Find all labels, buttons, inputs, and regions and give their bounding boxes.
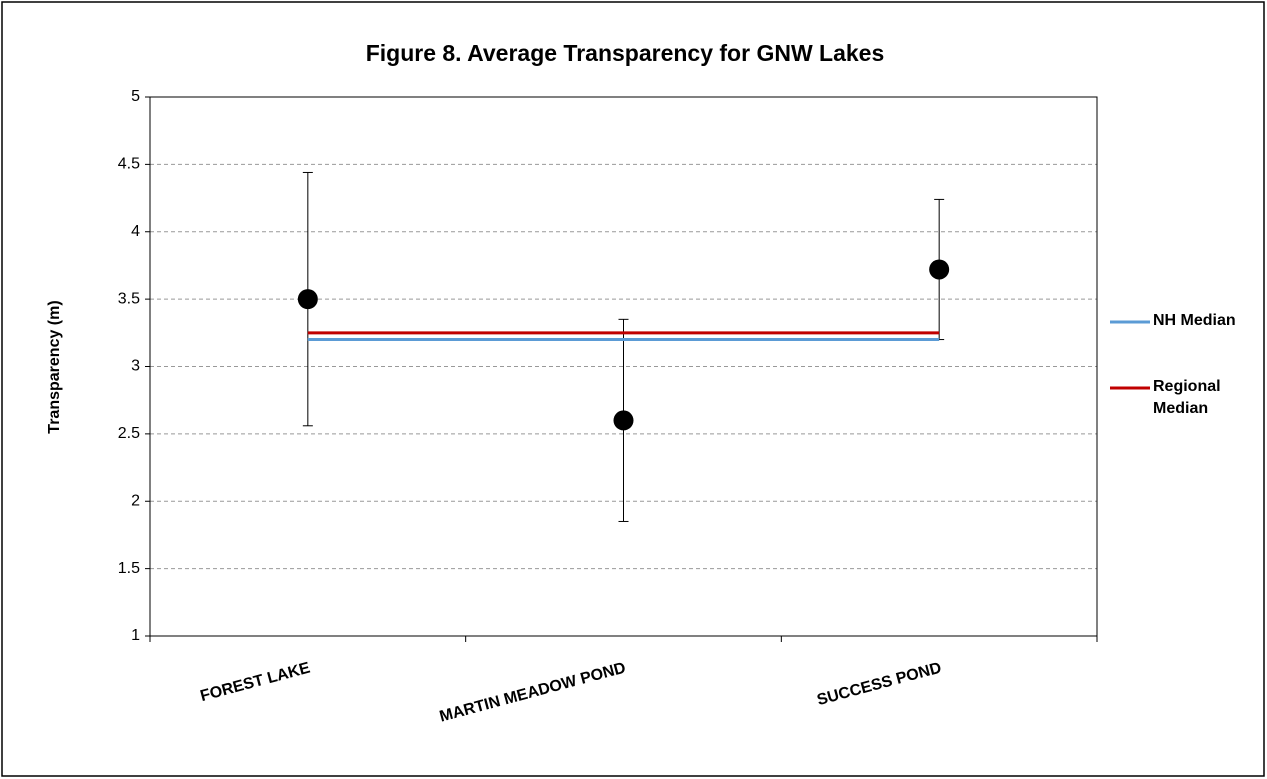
data-point — [297, 289, 318, 310]
y-tick-label: 2 — [131, 492, 140, 509]
chart-title: Figure 8. Average Transparency for GNW L… — [366, 40, 885, 66]
y-tick-label: 4 — [131, 223, 140, 240]
y-tick-label: 1 — [131, 627, 140, 644]
y-tick-label: 5 — [131, 88, 140, 105]
y-tick-label: 4.5 — [118, 156, 140, 173]
y-tick-label: 1.5 — [118, 560, 140, 577]
y-tick-label: 2.5 — [118, 425, 140, 442]
legend-label: NH Median — [1153, 312, 1236, 329]
y-axis-label: Transparency (m) — [46, 300, 63, 433]
y-tick-label: 3 — [131, 358, 140, 375]
plot-area — [149, 96, 1098, 637]
y-tick-label: 3.5 — [118, 290, 140, 307]
data-point — [613, 410, 634, 431]
data-point — [929, 259, 950, 280]
legend-label: Regional Median — [1153, 378, 1221, 417]
